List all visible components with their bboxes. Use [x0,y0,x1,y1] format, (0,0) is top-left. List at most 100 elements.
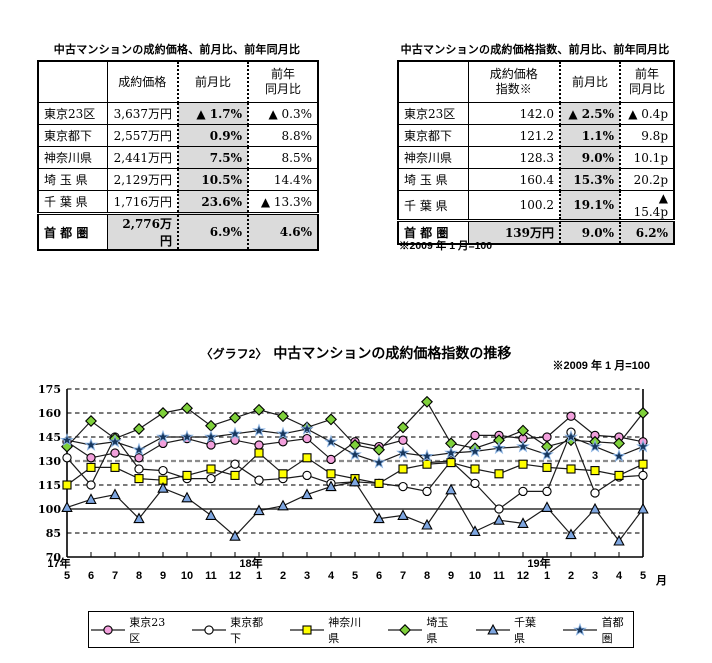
yoy-value: 9.8p [619,124,675,147]
yoy-value: ▲ 0.4p [619,102,675,125]
svg-text:85: 85 [46,527,61,540]
mom-value: 1.1% [559,124,621,147]
yoy-value: 6.2% [619,219,675,245]
svg-text:9: 9 [160,570,166,582]
svg-text:12: 12 [229,570,241,582]
svg-text:4: 4 [616,570,623,582]
legend-marker-diamond-icon [388,623,423,636]
price-value: 2,557万円 [106,124,179,147]
svg-text:6: 6 [376,570,382,582]
svg-text:8: 8 [136,570,142,582]
legend-marker-square-icon [290,624,325,635]
mom-value: 23.6% [177,190,249,214]
table-total-row: 首 都 圏 2,776万円 6.9% 4.6% [37,212,319,251]
legend-item: 首都圏 [561,614,633,646]
yoy-value: 8.5% [247,146,319,169]
row-label: 神奈川県 [397,146,469,169]
yoy-value: ▲ 13.3% [247,190,319,214]
mom-value: ▲ 1.7% [177,102,249,125]
svg-text:6: 6 [88,570,94,582]
legend-label: 東京23区 [129,615,166,645]
chart-caption-prefix: 〈グラフ2〉 [200,347,268,361]
index-value: 160.4 [467,168,561,191]
table-row: 埼 玉 県 2,129万円 10.5% 14.4% [37,168,319,191]
svg-text:月: 月 [655,574,667,587]
legend-item: 東京都下 [190,614,272,646]
price-value: 1,716万円 [106,190,179,214]
yoy-value: 8.8% [247,124,319,147]
mom-value: 7.5% [177,146,249,169]
svg-text:2: 2 [568,570,574,582]
mom-value: 0.9% [177,124,249,147]
yoy-value: 4.6% [247,212,319,251]
legend-marker-circle-icon [191,624,226,635]
row-label: 神奈川県 [37,146,108,169]
chart-legend: 東京23区 東京都下 神奈川県 埼玉県 千葉県 首都圏 [88,611,634,648]
chart-title-text: 中古マンションの成約価格指数の推移 [273,345,512,361]
svg-text:7: 7 [112,570,118,582]
svg-text:11: 11 [493,570,505,582]
index-value: 121.2 [467,124,561,147]
chart-note: ※2009 年 1 月=100 [552,360,650,372]
table-row: 神奈川県 128.3 9.0% 10.1p [397,146,675,169]
index-value: 128.3 [467,146,561,169]
svg-text:3: 3 [304,570,310,582]
table-total-row: 首 都 圏 139万円 9.0% 6.2% [397,219,675,245]
corner-header [397,60,469,103]
row-label: 東京23区 [397,102,469,125]
table-row: 神奈川県 2,441万円 7.5% 8.5% [37,146,319,169]
price-table: 成約価格 前月比 前年 同月比 東京23区 3,637万円 ▲ 1.7% ▲ 0… [37,60,319,251]
price-value: 2,129万円 [106,168,179,191]
mom-value: 6.9% [177,212,249,251]
index-table-footnote: ※2009 年 1 月=100 [399,240,493,252]
table-header-row: 成約価格 指数※ 前月比 前年 同月比 [397,60,675,103]
table-row: 千 葉 県 100.2 19.1% ▲ 15.4p [397,190,675,221]
svg-text:10: 10 [469,570,481,582]
table-header-row: 成約価格 前月比 前年 同月比 [37,60,319,103]
legend-marker-star-icon [563,622,598,636]
legend-label: 東京都下 [230,615,264,645]
index-value: 142.0 [467,102,561,125]
svg-text:5: 5 [640,570,646,582]
table-row: 東京23区 3,637万円 ▲ 1.7% ▲ 0.3% [37,102,319,125]
mom-value: 9.0% [559,219,621,245]
row-label: 東京都下 [397,124,469,147]
index-table: 成約価格 指数※ 前月比 前年 同月比 東京23区 142.0 ▲ 2.5% ▲… [397,60,675,245]
legend-marker-circle-icon [91,624,125,635]
mom-value: 19.1% [559,190,621,221]
row-label: 埼 玉 県 [37,168,108,191]
svg-text:145: 145 [38,431,61,444]
legend-item: 神奈川県 [288,614,370,646]
legend-label: 神奈川県 [328,615,362,645]
legend-item: 東京23区 [89,614,174,646]
svg-text:70: 70 [46,551,62,564]
mom-value: 10.5% [177,168,249,191]
svg-text:100: 100 [38,503,61,516]
column-header: 前年 同月比 [619,60,675,103]
corner-header [37,60,108,103]
svg-text:115: 115 [38,479,61,492]
price-table-title: 中古マンションの成約価格、前月比、前年同月比 [53,44,301,56]
column-header: 前月比 [177,60,249,103]
row-label: 東京都下 [37,124,108,147]
svg-text:12: 12 [517,570,529,582]
yoy-value: 14.4% [247,168,319,191]
svg-text:11: 11 [205,570,217,582]
svg-text:9: 9 [448,570,454,582]
yoy-value: ▲ 15.4p [619,190,675,221]
legend-label: 埼玉県 [426,615,449,645]
row-label: 首 都 圏 [37,212,108,251]
legend-label: 首都圏 [601,615,624,645]
svg-text:7: 7 [400,570,406,582]
table-row: 東京23区 142.0 ▲ 2.5% ▲ 0.4p [397,102,675,125]
price-value: 3,637万円 [106,102,179,125]
yoy-value: 20.2p [619,168,675,191]
svg-text:18年: 18年 [239,556,262,570]
yoy-value: ▲ 0.3% [247,102,319,125]
column-header: 前月比 [559,60,621,103]
chart-title: 〈グラフ2〉 中古マンションの成約価格指数の推移 [0,343,712,363]
row-label: 千 葉 県 [37,190,108,214]
table-row: 千 葉 県 1,716万円 23.6% ▲ 13.3% [37,190,319,214]
